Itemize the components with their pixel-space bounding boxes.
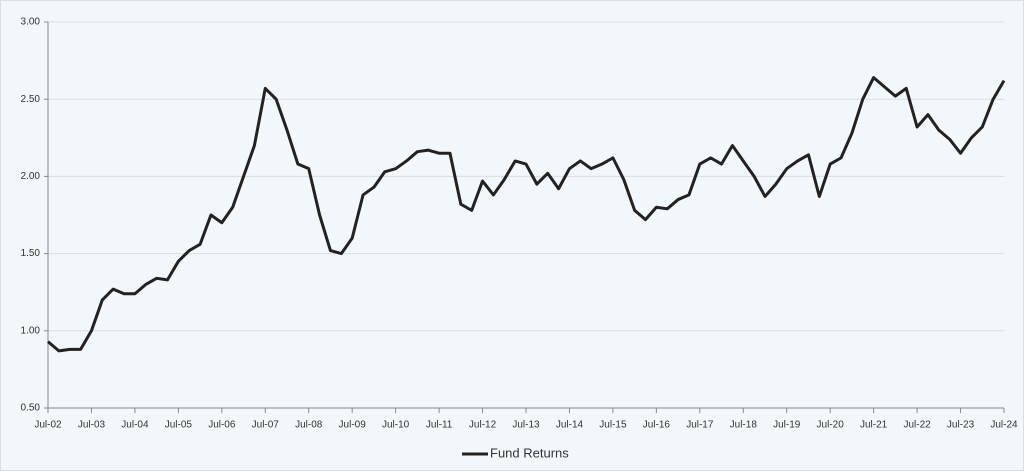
x-tick-label: Jul-04 <box>121 420 149 431</box>
x-tick-label: Jul-09 <box>339 420 367 431</box>
x-tick-label: Jul-15 <box>599 420 627 431</box>
x-tick-label: Jul-23 <box>947 420 975 431</box>
series-line <box>47 76 1006 353</box>
x-tick-label: Jul-21 <box>860 420 888 431</box>
y-tick-label: 1.50 <box>21 248 41 259</box>
x-tick-label: Jul-08 <box>295 420 323 431</box>
x-tick-label: Jul-18 <box>730 420 758 431</box>
y-tick-label: 1.00 <box>21 325 41 336</box>
x-tick-label: Jul-02 <box>34 420 62 431</box>
x-tick-label: Jul-06 <box>208 420 236 431</box>
x-tick-label: Jul-20 <box>817 420 845 431</box>
y-tick-label: 2.50 <box>21 94 41 105</box>
x-tick-label: Jul-17 <box>686 420 714 431</box>
y-tick-label: 0.50 <box>21 403 41 414</box>
y-tick-label: 2.00 <box>21 171 41 182</box>
x-tick-label: Jul-14 <box>556 420 584 431</box>
x-tick-label: Jul-03 <box>78 420 106 431</box>
x-tick-label: Jul-10 <box>382 420 410 431</box>
x-tick-label: Jul-22 <box>903 420 931 431</box>
x-tick-label: Jul-24 <box>990 420 1018 431</box>
x-tick-label: Jul-19 <box>773 420 801 431</box>
x-tick-label: Jul-07 <box>252 420 280 431</box>
x-tick-label: Jul-13 <box>512 420 540 431</box>
x-tick-label: Jul-16 <box>643 420 671 431</box>
x-tick-label: Jul-11 <box>426 420 453 431</box>
legend-label: Fund Returns <box>490 445 569 460</box>
y-tick-label: 3.00 <box>21 17 41 28</box>
x-tick-label: Jul-05 <box>165 420 193 431</box>
x-tick-label: Jul-12 <box>469 420 497 431</box>
